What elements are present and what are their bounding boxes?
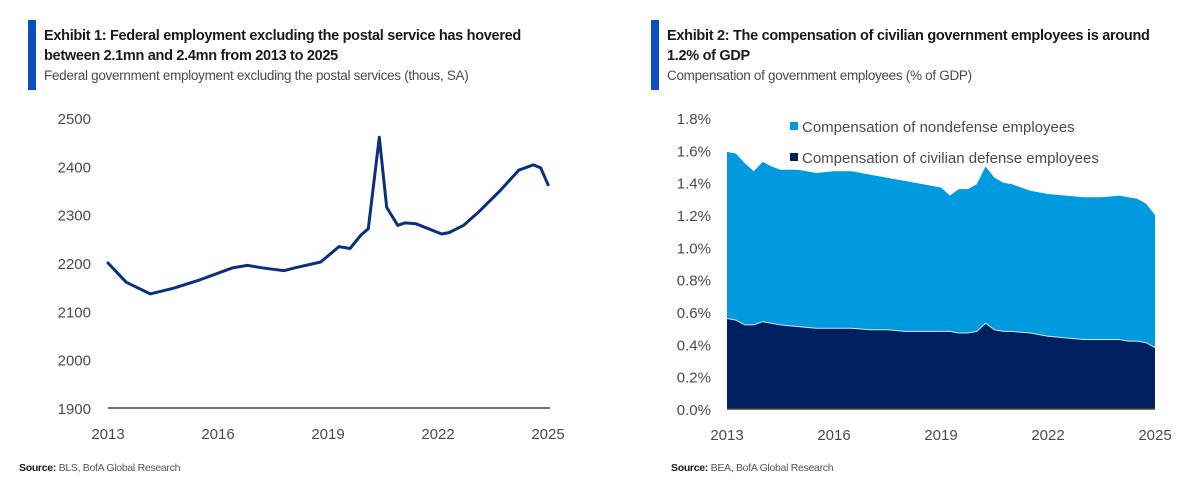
x-tick-label: 2019 (924, 427, 957, 444)
y-tick-label: 1.6% (677, 143, 711, 160)
x-tick-label: 2016 (817, 427, 850, 444)
area-civilian-defense (727, 318, 1155, 409)
y-tick-label: 1.2% (677, 208, 711, 225)
x-tick-label: 2022 (421, 426, 454, 443)
y-tick-label: 2300 (58, 208, 91, 225)
legend-swatch (790, 153, 798, 161)
area-boundary-line (726, 318, 1156, 349)
x-tick-label: 2016 (201, 426, 234, 443)
source-text: BLS, BofA Global Research (56, 462, 181, 474)
title-accent-bar (651, 20, 659, 90)
y-tick-label: 1.8% (677, 111, 711, 128)
y-tick-label: 0.4% (677, 337, 711, 354)
legend-label: Compensation of civilian defense employe… (802, 150, 1099, 167)
y-tick-label: 0.6% (677, 305, 711, 322)
y-tick-label: 0.8% (677, 273, 711, 290)
source-label: Source: (19, 462, 56, 474)
y-tick-label: 2000 (58, 353, 91, 370)
y-tick-label: 1.0% (677, 240, 711, 257)
y-tick-label: 2200 (58, 256, 91, 273)
x-tick-label: 2025 (1138, 427, 1171, 444)
source-text: BEA, BofA Global Research (708, 462, 834, 474)
y-tick-label: 2100 (58, 304, 91, 321)
chart-subtitle: Compensation of government employees (% … (667, 68, 972, 83)
x-tick-label: 2019 (311, 426, 344, 443)
area-nondefense (727, 151, 1155, 348)
stacked-area-chart: 0.0% 0.2% 0.4% 0.6% 0.8% 1.0% 1.2% 1.4% 1.6% 1.8%… (677, 111, 1172, 444)
source-label: Source: (671, 462, 708, 474)
legend-label: Compensation of nondefense employees (802, 119, 1075, 136)
source-note: Source: BEA, BofA Global Research (671, 462, 834, 474)
exhibit-1-panel: Exhibit 1: Federal employment excluding … (19, 20, 565, 474)
line-chart: 1900 2000 2100 2200 2300 2400 2500 2013 2016 2019… (58, 111, 565, 443)
source-note: Source: BLS, BofA Global Research (19, 462, 180, 474)
chart-title: Exhibit 2: The compensation of civilian … (667, 28, 1150, 64)
y-tick-label: 0.0% (677, 402, 711, 419)
y-tick-label: 0.2% (677, 370, 711, 387)
y-tick-label: 2400 (58, 159, 91, 176)
chart-title: Exhibit 1: Federal employment excluding … (44, 28, 521, 64)
title-accent-bar (28, 20, 36, 90)
legend-swatch (790, 122, 798, 130)
series-line (106, 135, 550, 296)
exhibit-2-panel: Exhibit 2: The compensation of civilian … (598, 0, 1195, 496)
chart-subtitle: Federal government employment excluding … (44, 68, 469, 83)
y-tick-label: 1900 (58, 401, 91, 418)
x-tick-label: 2013 (91, 426, 124, 443)
x-tick-label: 2022 (1031, 427, 1064, 444)
x-tick-label: 2025 (531, 426, 564, 443)
x-tick-label: 2013 (710, 427, 743, 444)
y-tick-label: 2500 (58, 111, 91, 128)
y-tick-label: 1.4% (677, 176, 711, 193)
